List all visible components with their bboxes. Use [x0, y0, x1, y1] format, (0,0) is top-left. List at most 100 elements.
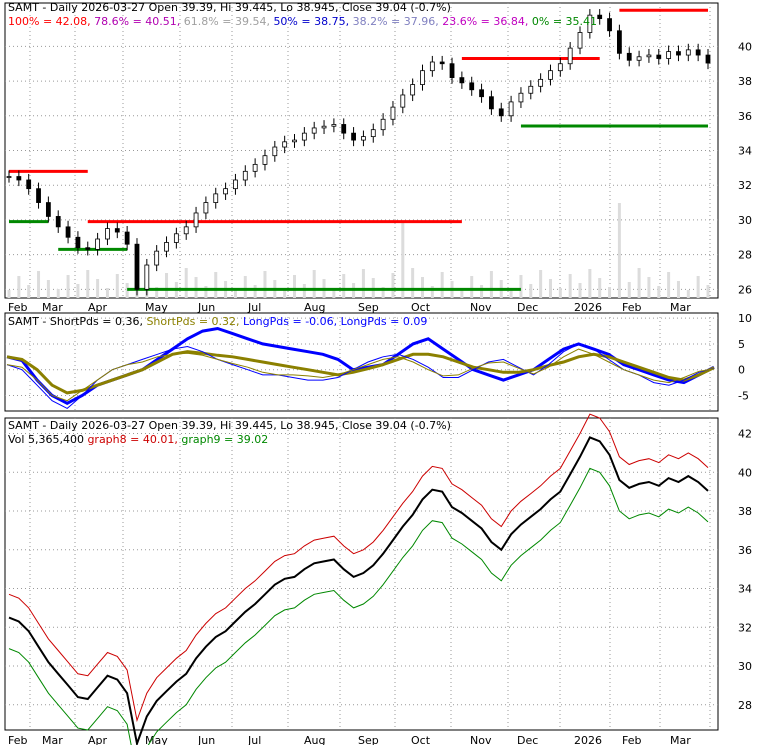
candle-body-63 [626, 52, 632, 61]
candle-body-37 [370, 129, 376, 138]
trail-month-12: Feb [622, 734, 641, 745]
price-month-6: Aug [304, 301, 325, 314]
candle-body-1 [16, 176, 22, 181]
volume-bar-71 [706, 285, 710, 298]
volume-bar-8 [86, 270, 90, 298]
price-y-tick-0: 26 [738, 283, 752, 296]
candle-body-48 [479, 89, 484, 98]
osc-y-tick-3: -5 [738, 390, 749, 403]
candle-body-66 [656, 54, 662, 59]
price-month-13: Mar [670, 301, 691, 314]
candle-body-38 [380, 118, 386, 131]
price-y-tick-4: 34 [738, 145, 752, 158]
osc-series-1 [6, 350, 715, 395]
oscillator-frame [4, 312, 719, 412]
volume-bar-23 [233, 290, 237, 298]
candle-body-42 [420, 70, 425, 85]
candle-body-41 [410, 84, 416, 96]
candle-body-69 [685, 49, 691, 56]
candle-body-45 [449, 63, 455, 79]
candle-body-67 [666, 51, 672, 59]
candle-body-4 [45, 202, 51, 217]
volume-bar-51 [509, 289, 513, 298]
fib-legend-5: 23.6% = 36.84, [442, 15, 532, 28]
trail-y-tick-0: 42 [738, 428, 752, 441]
fib-legend-1: 78.6% = 40.51, [94, 15, 184, 28]
volume-bar-28 [283, 289, 287, 298]
volume-bar-58 [578, 283, 582, 298]
volume-bar-62 [617, 203, 621, 298]
trail-lower-stop [8, 467, 709, 745]
volume-bar-25 [253, 285, 257, 298]
candle-body-61 [607, 18, 612, 32]
candle-body-9 [95, 238, 101, 250]
candle-body-60 [597, 14, 603, 20]
trail-y-tick-2: 38 [738, 505, 752, 518]
volume-bar-61 [608, 287, 612, 298]
volume-bar-16 [165, 273, 169, 298]
price-y-tick-2: 30 [738, 214, 752, 227]
volume-bar-5 [56, 289, 60, 298]
fib-levels-legend: 100% = 42.08, 78.6% = 40.51, 61.8% = 39.… [8, 15, 597, 28]
trail-y-tick-6: 30 [738, 660, 752, 673]
price-y-tick-3: 32 [738, 179, 752, 192]
trail-month-5: Jul [247, 734, 261, 745]
trail-upper-stop [8, 413, 709, 723]
volume-bar-60 [598, 278, 602, 298]
candle-body-31 [311, 127, 317, 134]
trail-price-line [8, 436, 709, 745]
oscillator-header: SAMT - ShortPds = 0.36, ShortPds = 0.32,… [8, 315, 427, 328]
volume-bar-56 [558, 288, 562, 298]
osc-y-tick-0: 10 [738, 312, 752, 325]
candle-body-46 [459, 77, 465, 84]
candle-body-58 [577, 32, 583, 49]
candle-body-32 [321, 125, 327, 129]
trail-legend-1: graph8 = 40.01, [87, 433, 181, 446]
candle-body-43 [429, 61, 435, 72]
candle-body-13 [134, 243, 140, 290]
candle-body-40 [400, 94, 406, 108]
trail-month-11: 2026 [574, 734, 602, 745]
volume-bar-1 [17, 276, 21, 298]
trail-y-tick-3: 36 [738, 544, 752, 557]
candle-body-22 [223, 188, 228, 195]
osc-legend-0: ShortPds = 0.36, [50, 315, 147, 328]
price-month-1: Mar [42, 301, 63, 314]
osc-y-tick-2: 0 [738, 364, 745, 377]
volume-bar-24 [243, 276, 247, 298]
volume-bar-46 [460, 290, 464, 298]
candle-body-35 [351, 132, 356, 141]
volume-bar-34 [342, 274, 346, 298]
candle-body-16 [164, 242, 169, 252]
candle-body-39 [390, 106, 396, 120]
volume-bar-10 [105, 288, 109, 298]
candle-body-57 [567, 47, 573, 65]
osc-series-3 [6, 348, 715, 402]
candle-body-33 [331, 124, 337, 127]
candle-body-11 [114, 228, 120, 233]
volume-bar-39 [391, 273, 395, 298]
candle-body-36 [361, 136, 366, 141]
price-y-tick-6: 38 [738, 75, 752, 88]
volume-bar-40 [401, 222, 405, 298]
candle-body-23 [233, 179, 238, 190]
trail-y-tick-5: 32 [738, 621, 752, 634]
candle-body-55 [548, 70, 553, 80]
fib-legend-4: 38.2% = 37.96, [353, 15, 443, 28]
fib-legend-6: 0% = 35.41 [532, 15, 597, 28]
trail-y-tick-1: 40 [738, 466, 752, 479]
candle-body-65 [646, 54, 652, 58]
candle-body-71 [705, 54, 711, 64]
fib-legend-2: 61.8% = 39.54, [184, 15, 274, 28]
price-y-tick-7: 40 [738, 40, 752, 53]
candle-body-30 [301, 132, 307, 141]
price-month-9: Nov [470, 301, 492, 314]
trailing-stop-panel: 42 40 38 36 34 32 30 28 Feb Mar Apr May Jun Jul Aug Sep… [4, 413, 752, 745]
candle-body-24 [242, 170, 248, 181]
price-month-2: Apr [88, 301, 108, 314]
volume-bar-26 [263, 271, 267, 298]
candle-body-51 [508, 101, 514, 117]
volume-bar-43 [430, 286, 434, 298]
volume-bar-18 [184, 268, 188, 298]
volume-bar-19 [194, 277, 198, 298]
